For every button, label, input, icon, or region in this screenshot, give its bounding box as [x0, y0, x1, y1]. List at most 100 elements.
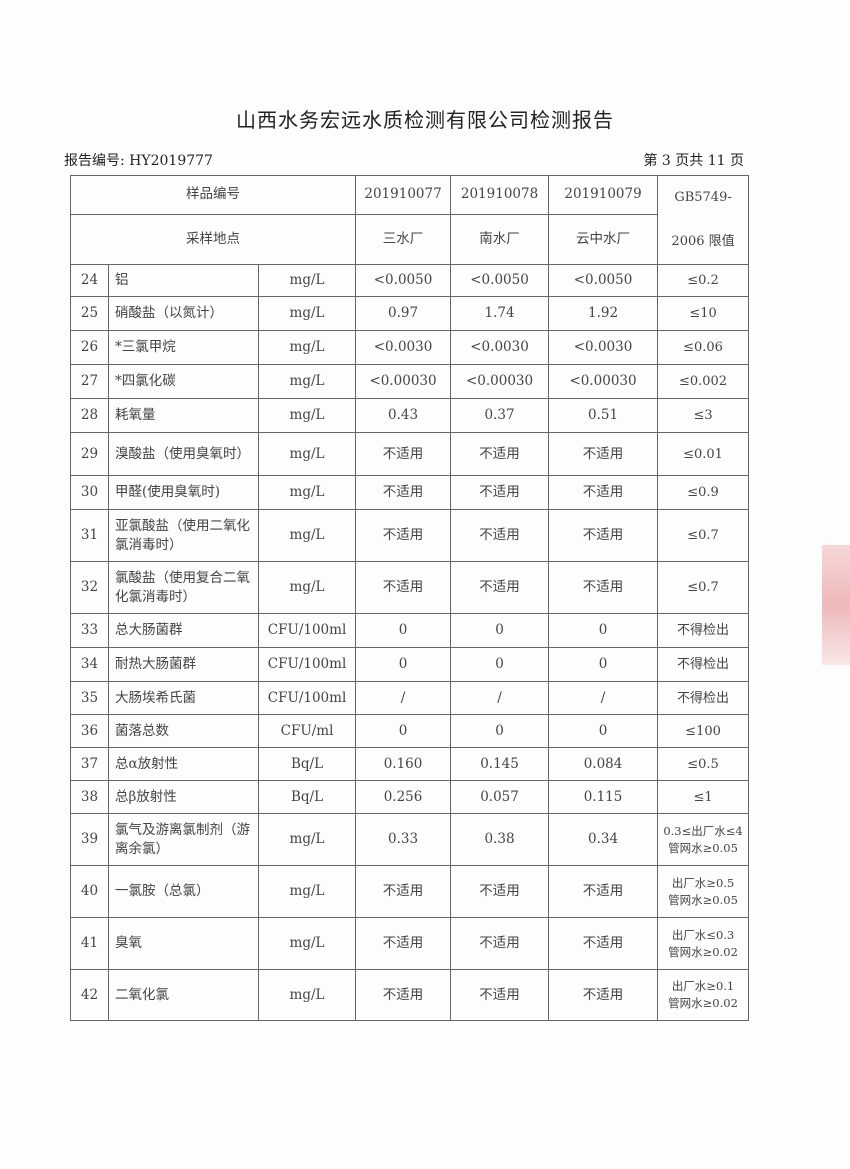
- results-table: 样品编号 201910077 201910078 201910079 GB574…: [69, 175, 750, 1021]
- limit-value: ≤0.5: [657, 747, 750, 781]
- value: 不适用: [450, 432, 550, 476]
- item-number: 30: [70, 475, 109, 510]
- limit-value: 不得检出: [657, 613, 750, 648]
- value: 不适用: [548, 561, 659, 614]
- value: /: [548, 681, 659, 715]
- site: 南水厂: [450, 213, 550, 266]
- value: <0.00030: [355, 364, 452, 399]
- table-row: 34 耐热大肠菌群 CFU/100ml 0 0 0 不得检出: [70, 647, 750, 682]
- value: 不适用: [548, 475, 659, 510]
- item-name: 大肠埃希氏菌: [108, 681, 259, 715]
- value: 不适用: [355, 432, 452, 476]
- value: 0.37: [450, 398, 550, 433]
- value: 1.92: [548, 296, 659, 331]
- limit-value: ≤0.002: [657, 364, 750, 399]
- value: 0.084: [548, 747, 659, 781]
- item-unit: mg/L: [257, 969, 357, 1021]
- value: 0: [355, 647, 452, 682]
- item-number: 31: [70, 509, 109, 562]
- item-number: 24: [70, 264, 109, 297]
- limit-value: 出厂水≥0.5 管网水≥0.05: [657, 865, 750, 918]
- table-row: 39 氯气及游离氯制剂（游离余氯） mg/L 0.33 0.38 0.34 0.3≤出厂水≤…: [70, 813, 750, 866]
- table-row: 27 *四氯化碳 mg/L <0.00030 <0.00030 <0.00030 ≤0.00…: [70, 364, 750, 399]
- item-name: 总α放射性: [108, 747, 259, 781]
- value: <0.0050: [548, 264, 659, 297]
- limit-value: 不得检出: [657, 647, 750, 682]
- table-row: 33 总大肠菌群 CFU/100ml 0 0 0 不得检出: [70, 613, 750, 648]
- value: <0.0050: [450, 264, 550, 297]
- item-name: *四氯化碳: [108, 364, 259, 399]
- item-number: 28: [70, 398, 109, 433]
- item-name: 臭氧: [108, 917, 259, 970]
- value: 不适用: [355, 561, 452, 614]
- value: 不适用: [548, 865, 659, 918]
- item-name: 亚氯酸盐（使用二氧化氯消毒时）: [108, 509, 259, 562]
- limit-value: ≤1: [657, 780, 750, 814]
- limit-value: ≤0.01: [657, 432, 750, 476]
- limit-value: ≤0.06: [657, 330, 750, 365]
- item-number: 36: [70, 714, 109, 748]
- item-unit: mg/L: [257, 364, 357, 399]
- item-unit: mg/L: [257, 432, 357, 476]
- limit-value: ≤0.7: [657, 509, 750, 562]
- table-row: 30 甲醛(使用臭氧时) mg/L 不适用 不适用 不适用 ≤0.9: [70, 475, 750, 510]
- value: 不适用: [355, 865, 452, 918]
- value: <0.00030: [450, 364, 550, 399]
- item-number: 25: [70, 296, 109, 331]
- site-label: 采样地点: [69, 213, 357, 266]
- value: 0.256: [355, 780, 452, 814]
- item-unit: mg/L: [257, 561, 357, 614]
- table-row: 32 氯酸盐（使用复合二氧化氯消毒时） mg/L 不适用 不适用 不适用 ≤0.7: [70, 561, 750, 614]
- site: 云中水厂: [548, 213, 659, 266]
- table-row: 35 大肠埃希氏菌 CFU/100ml / / / 不得检出: [70, 681, 750, 715]
- item-number: 41: [70, 917, 109, 970]
- limit-header: GB5749- 2006 限值: [657, 175, 750, 265]
- value: 0: [355, 613, 452, 648]
- item-number: 29: [70, 432, 109, 476]
- value: 0.51: [548, 398, 659, 433]
- value: <0.0030: [450, 330, 550, 365]
- item-name: 耐热大肠菌群: [108, 647, 259, 682]
- value: 不适用: [548, 432, 659, 476]
- value: 不适用: [450, 561, 550, 614]
- value: 0.145: [450, 747, 550, 781]
- item-name: 铝: [108, 264, 259, 297]
- table-row: 28 耗氧量 mg/L 0.43 0.37 0.51 ≤3: [70, 398, 750, 433]
- limit-value: 不得检出: [657, 681, 750, 715]
- value: 不适用: [450, 475, 550, 510]
- item-name: 甲醛(使用臭氧时): [108, 475, 259, 510]
- value: 不适用: [450, 917, 550, 970]
- value: 不适用: [355, 475, 452, 510]
- item-unit: CFU/ml: [257, 714, 357, 748]
- table-row: 36 菌落总数 CFU/ml 0 0 0 ≤100: [70, 714, 750, 748]
- table-row: 25 硝酸盐（以氮计） mg/L 0.97 1.74 1.92 ≤10: [70, 296, 750, 331]
- value: <0.0030: [355, 330, 452, 365]
- limit-value: ≤0.2: [657, 264, 750, 297]
- value: 0.38: [450, 813, 550, 866]
- value: 0.057: [450, 780, 550, 814]
- value: 不适用: [450, 865, 550, 918]
- item-name: *三氯甲烷: [108, 330, 259, 365]
- item-unit: mg/L: [257, 865, 357, 918]
- value: 1.74: [450, 296, 550, 331]
- item-name: 二氧化氯: [108, 969, 259, 1021]
- item-unit: mg/L: [257, 264, 357, 297]
- item-name: 硝酸盐（以氮计）: [108, 296, 259, 331]
- item-name: 一氯胺（总氯）: [108, 865, 259, 918]
- item-name: 总β放射性: [108, 780, 259, 814]
- item-number: 38: [70, 780, 109, 814]
- item-unit: mg/L: [257, 330, 357, 365]
- item-unit: mg/L: [257, 475, 357, 510]
- item-number: 40: [70, 865, 109, 918]
- table-row: 40 一氯胺（总氯） mg/L 不适用 不适用 不适用 出厂水≥0.5 管网水≥0.05: [70, 865, 750, 918]
- site: 三水厂: [355, 213, 452, 266]
- value: 0: [450, 714, 550, 748]
- item-number: 42: [70, 969, 109, 1021]
- report-number: 报告编号: HY2019777: [64, 153, 213, 169]
- value: 0: [355, 714, 452, 748]
- item-unit: mg/L: [257, 398, 357, 433]
- value: 不适用: [450, 969, 550, 1021]
- item-unit: mg/L: [257, 917, 357, 970]
- value: 0: [548, 647, 659, 682]
